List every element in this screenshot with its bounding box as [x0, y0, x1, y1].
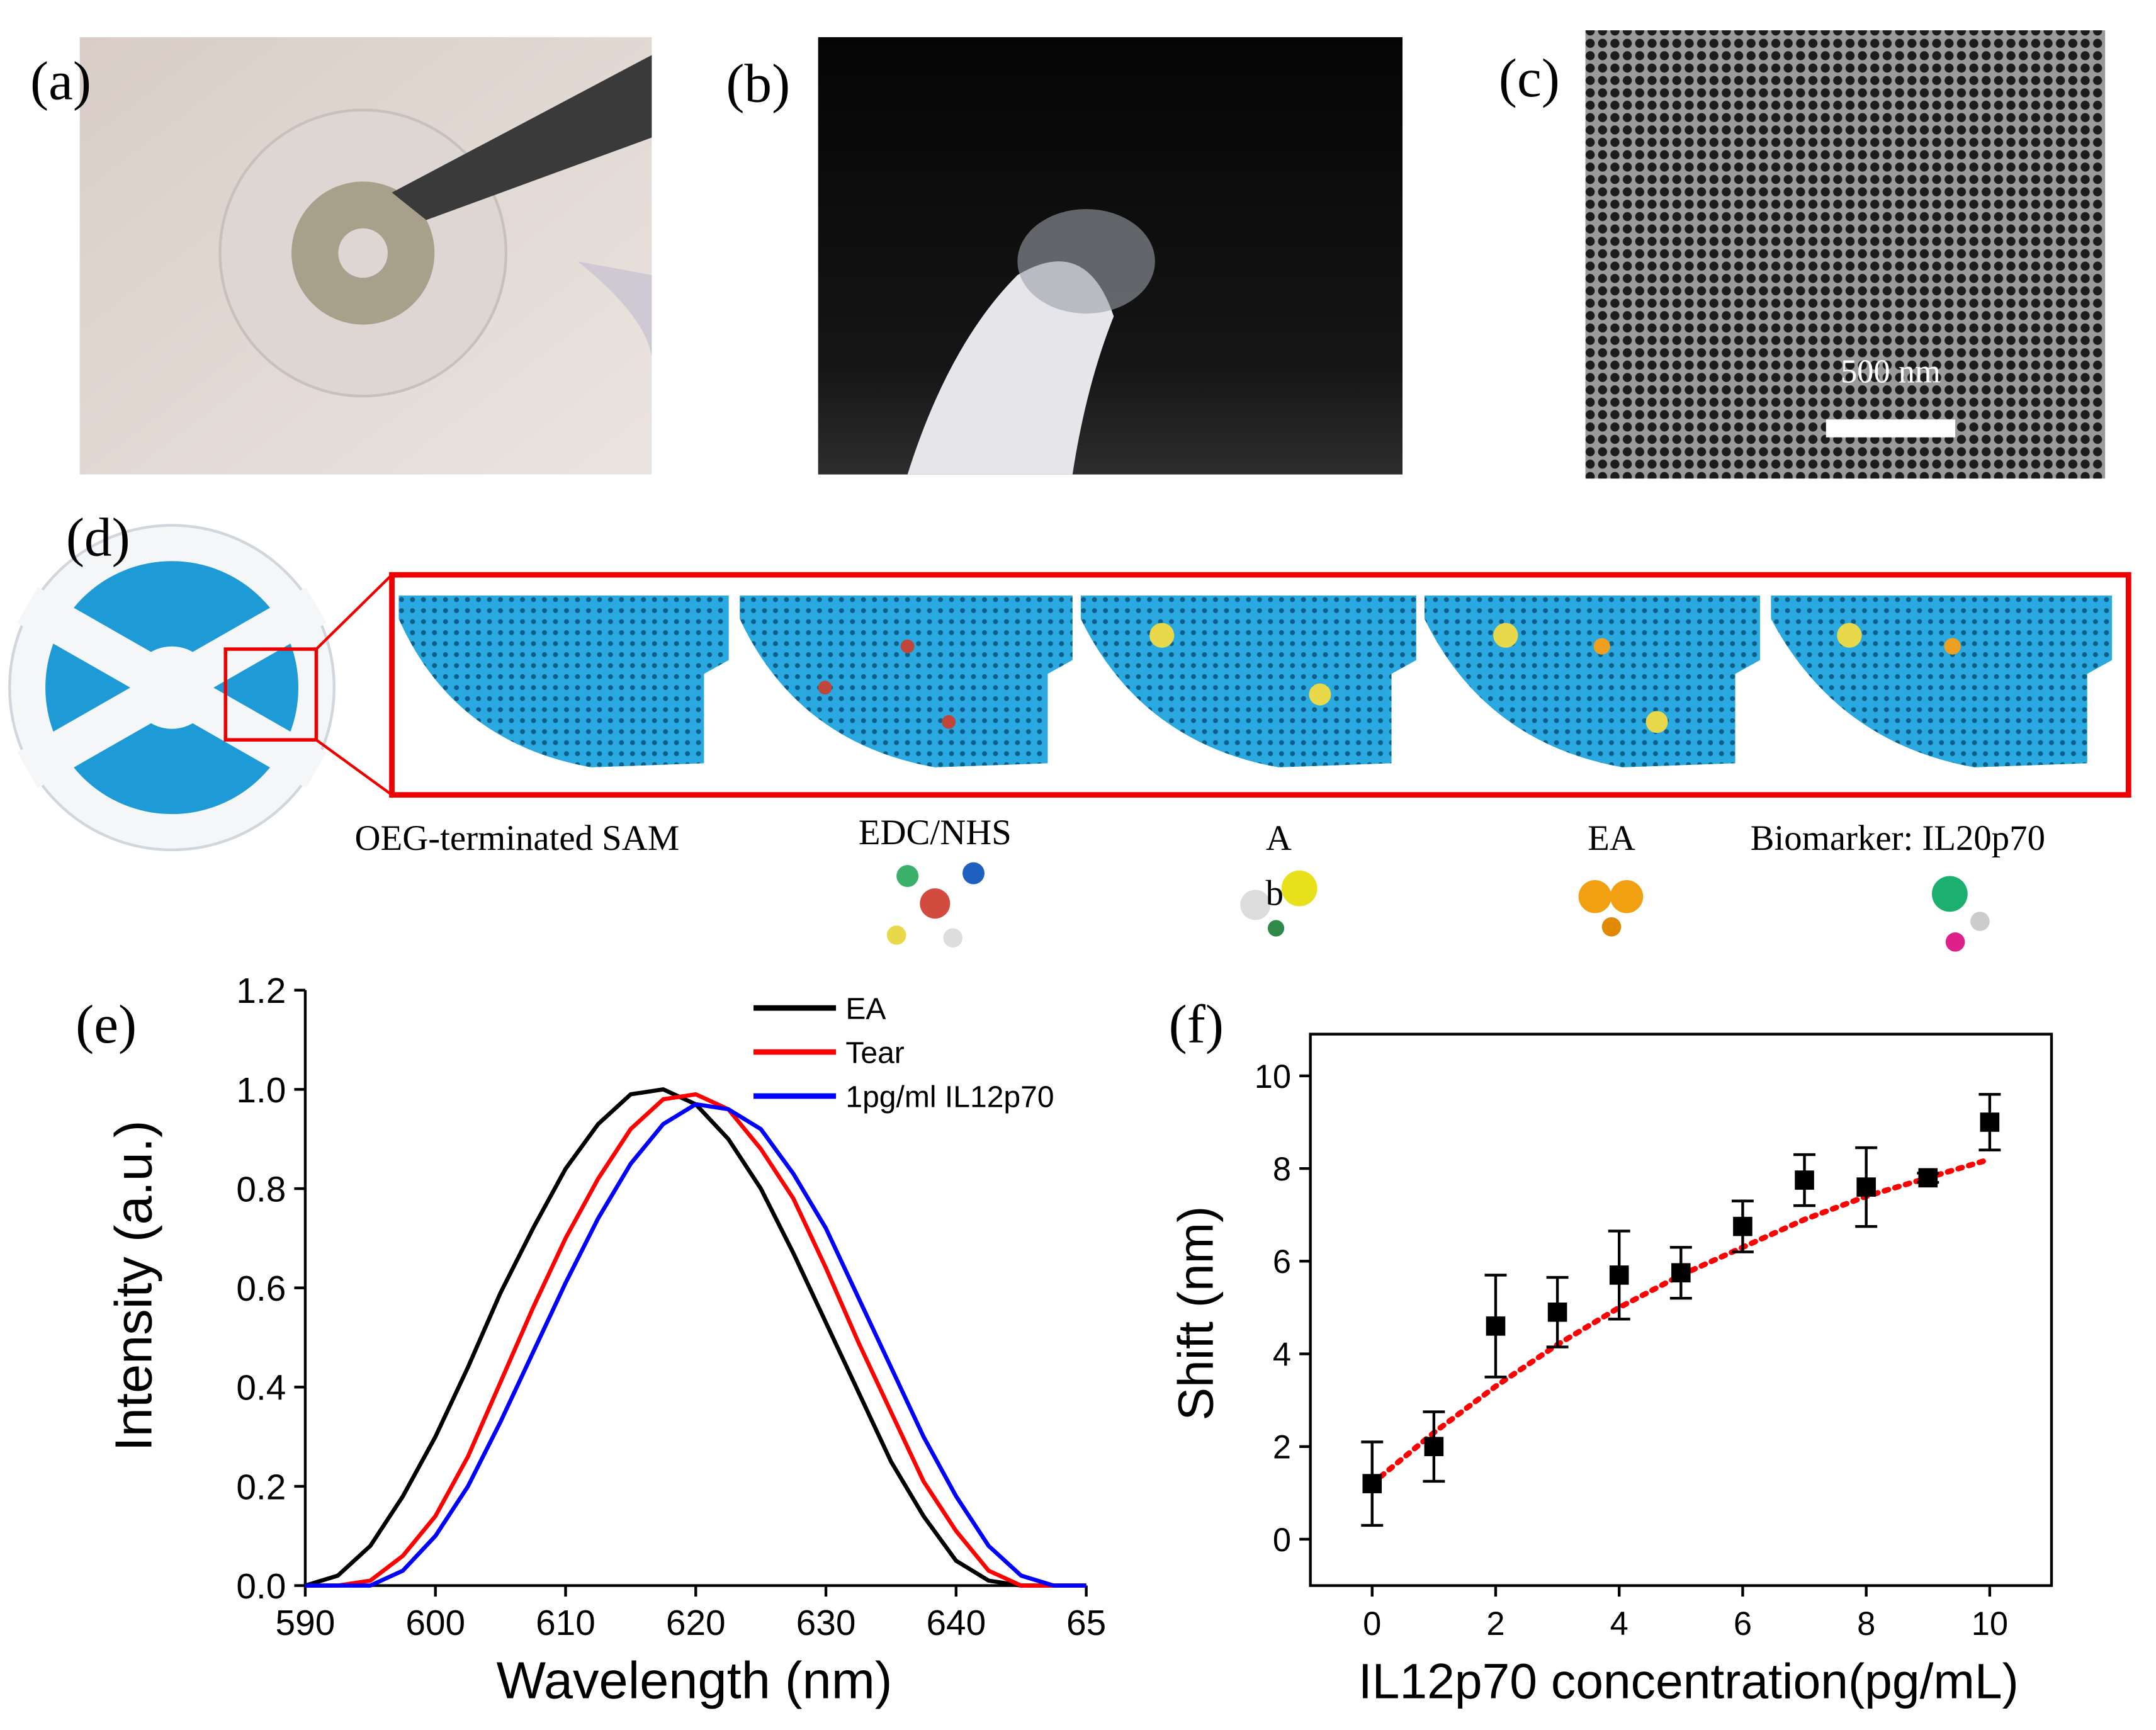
point	[1733, 1216, 1752, 1236]
point	[1609, 1265, 1629, 1285]
lens-diagram	[8, 524, 2131, 952]
x-tick-label: 6	[1734, 1606, 1752, 1642]
y-axis-title: Shift (nm)	[1168, 1206, 1224, 1421]
y-tick-label: 2	[1273, 1430, 1291, 1466]
x-tick-label: 630	[796, 1603, 856, 1643]
x-tick-label: 620	[666, 1603, 726, 1643]
point	[1486, 1316, 1506, 1336]
step-label: EA	[1588, 818, 1635, 858]
x-tick-label: 0	[1363, 1606, 1381, 1642]
y-tick-label: 0	[1273, 1522, 1291, 1559]
y-tick-label: 0.2	[236, 1467, 286, 1507]
panel-label: (f)	[1169, 993, 1224, 1054]
y-tick-label: 10	[1255, 1059, 1291, 1095]
y-tick-label: 0.6	[236, 1269, 286, 1309]
point	[1671, 1263, 1691, 1283]
y-tick-label: 6	[1273, 1244, 1291, 1281]
x-tick-label: 8	[1857, 1606, 1875, 1642]
point	[1424, 1437, 1444, 1457]
point	[1856, 1177, 1876, 1197]
point	[1980, 1112, 2000, 1132]
step-label: b	[1266, 873, 1284, 913]
panel-label: (c)	[1499, 47, 1560, 108]
x-tick-label: 2	[1486, 1606, 1504, 1642]
legend-label: 1pg/ml IL12p70	[845, 1080, 1054, 1114]
x-tick-label: 10	[1972, 1606, 2008, 1642]
step-label: EDC/NHS	[859, 813, 1012, 852]
x-tick-label: 600	[405, 1603, 465, 1643]
point	[1795, 1170, 1814, 1190]
y-tick-label: 4	[1273, 1337, 1291, 1373]
sem-image	[1585, 30, 2106, 479]
x-tick-label: 4	[1610, 1606, 1628, 1642]
step-label: OEG-terminated SAM	[355, 818, 680, 858]
legend-label: EA	[845, 993, 886, 1026]
line-series	[305, 1102, 1086, 1588]
scale-label: 500 nm	[1841, 353, 1941, 390]
line-series	[305, 1092, 1086, 1588]
panel-label: (e)	[76, 993, 137, 1054]
panel-label: (b)	[726, 53, 790, 114]
photo-b	[818, 37, 1403, 475]
y-tick-label: 8	[1273, 1151, 1291, 1188]
panel-label: (d)	[66, 507, 130, 568]
y-tick-label: 1.0	[236, 1071, 286, 1111]
photo-a	[79, 37, 652, 475]
legend-label: Tear	[845, 1037, 904, 1070]
plot-frame	[1309, 1032, 2053, 1587]
point	[1918, 1168, 1938, 1188]
x-tick-label: 65	[1066, 1603, 1106, 1643]
y-tick-label: 1.2	[236, 971, 286, 1011]
y-tick-label: 0.8	[236, 1170, 286, 1209]
x-tick-label: 640	[926, 1603, 986, 1643]
line-series	[304, 1087, 1086, 1588]
x-tick-label: 610	[536, 1603, 595, 1643]
point	[1362, 1474, 1382, 1493]
y-axis-title: Intensity (a.u.)	[104, 1120, 162, 1451]
y-tick-label: 0.0	[236, 1567, 286, 1607]
x-axis-title: IL12p70 concentration(pg/mL)	[1358, 1654, 2019, 1709]
fit-line	[1369, 1156, 1993, 1487]
step-label: A	[1266, 818, 1292, 858]
x-tick-label: 590	[276, 1603, 336, 1643]
x-axis-title: Wavelength (nm)	[497, 1651, 893, 1710]
panel-label: (a)	[30, 50, 91, 111]
step-label: Biomarker: IL20p70	[1751, 818, 2045, 858]
y-tick-label: 0.4	[236, 1369, 286, 1408]
point	[1547, 1303, 1567, 1322]
